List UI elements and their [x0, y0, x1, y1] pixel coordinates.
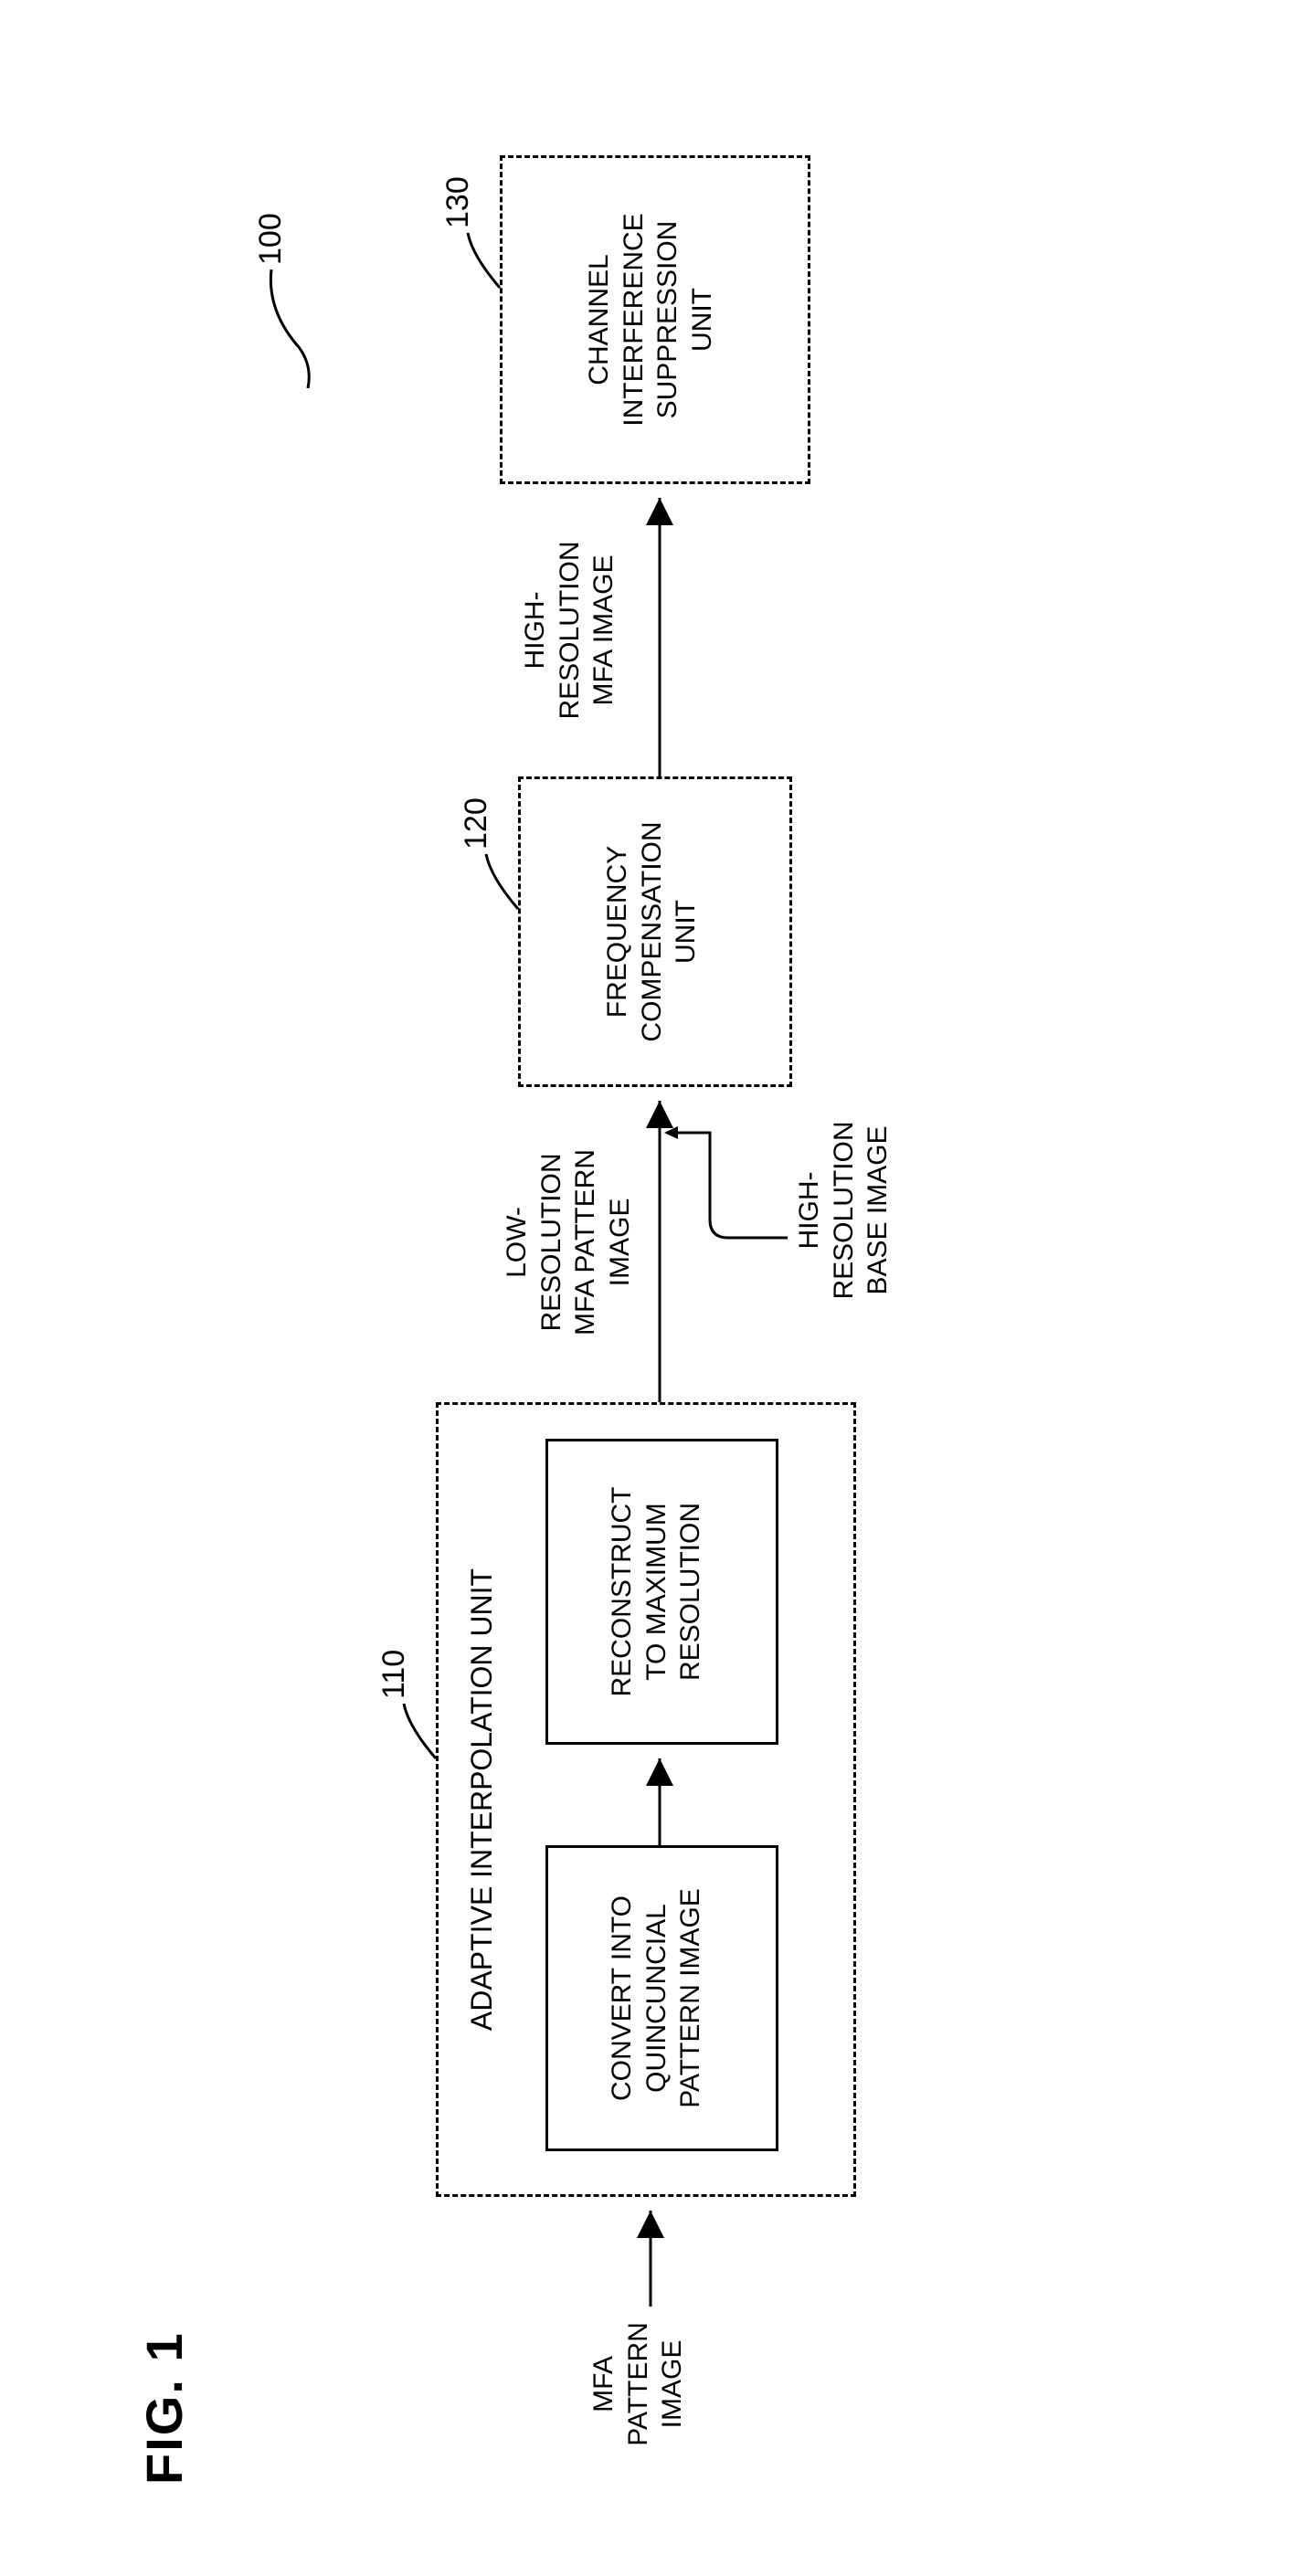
ref-130: 130 — [440, 176, 476, 228]
input-label: MFA PATTERN IMAGE — [587, 2307, 690, 2462]
frequency-compensation-text: FREQUENCY COMPENSATION UNIT — [600, 786, 704, 1078]
high-res-base-image-label: HIGH- RESOLUTION BASE IMAGE — [792, 1096, 895, 1325]
ref-110: 110 — [376, 1650, 412, 1699]
ref-120: 120 — [459, 797, 494, 850]
arrow-freq-to-chan — [641, 484, 678, 776]
high-res-mfa-image-label: HIGH- RESOLUTION MFA IMAGE — [518, 512, 621, 749]
ref-130-leader — [463, 228, 504, 292]
high-res-base-leader — [664, 1114, 792, 1242]
arrow-step1-to-step2 — [641, 1745, 678, 1845]
ref-120-leader — [481, 850, 523, 913]
figure-title-landscape: FIG. 1 — [134, 2331, 194, 2485]
figure-page: FIG. 1 FIG. 1 100 MFA PATTERN IMAGE ADAP… — [0, 0, 1291, 2576]
ref-110-leader — [399, 1699, 440, 1763]
reconstruct-max-res-text: RECONSTRUCT TO MAXIMUM RESOLUTION — [605, 1448, 708, 1736]
ref-100: 100 — [253, 213, 289, 265]
adaptive-interpolation-title: ADAPTIVE INTERPOLATION UNIT — [463, 1516, 500, 2083]
arrow-input-to-interp — [632, 2197, 669, 2307]
diagram-rotated-wrapper: FIG. 1 100 MFA PATTERN IMAGE ADAPTIVE IN… — [98, 55, 1194, 2521]
low-res-mfa-pattern-label: LOW- RESOLUTION MFA PATTERN IMAGE — [500, 1114, 637, 1370]
convert-quincuncial-text: CONVERT INTO QUINCUNCIAL PATTERN IMAGE — [605, 1854, 708, 2142]
channel-interference-suppression-text: CHANNEL INTERFERENCE SUPPRESSION UNIT — [582, 164, 719, 475]
ref-100-leader — [258, 265, 322, 393]
